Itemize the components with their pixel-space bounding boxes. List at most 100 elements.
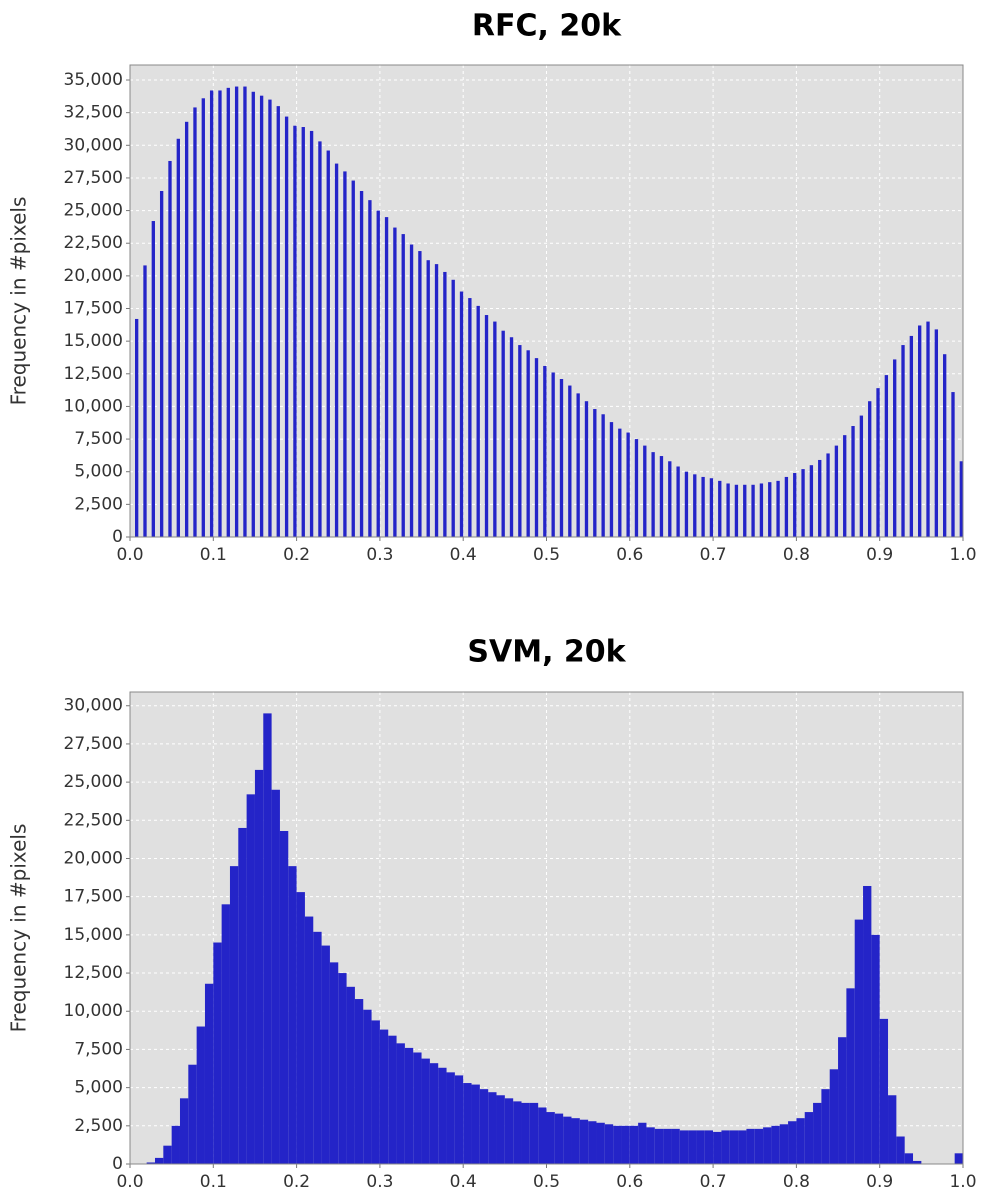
bar: [951, 392, 955, 537]
bar: [718, 480, 722, 537]
y-tick-label: 10,000: [64, 396, 123, 416]
x-tick-label: 0.4: [450, 1172, 477, 1192]
bar: [776, 480, 780, 537]
bar: [146, 1162, 155, 1164]
bar: [726, 483, 730, 537]
x-tick-label: 0.0: [116, 545, 143, 565]
bar: [879, 1018, 889, 1164]
bar: [151, 221, 155, 538]
y-tick-label: 0: [112, 1154, 123, 1174]
bar: [434, 264, 439, 537]
bar: [401, 234, 405, 538]
y-tick-label: 7,500: [74, 1039, 123, 1059]
bar: [659, 456, 664, 537]
bar: [943, 354, 947, 537]
bar: [621, 1125, 630, 1164]
x-tick-label: 0.7: [700, 1172, 727, 1192]
plot-border: [129, 64, 964, 538]
bar: [663, 1128, 672, 1164]
x-tick-label: 1.0: [949, 1172, 976, 1192]
bar: [443, 271, 447, 537]
y-tick-label: 30,000: [64, 696, 123, 716]
bar: [704, 1130, 714, 1164]
bar: [301, 127, 305, 538]
y-tick-label: 7,500: [74, 429, 123, 449]
bar: [713, 1131, 722, 1164]
chart-title: SVM, 20k: [467, 635, 626, 670]
bar: [354, 999, 364, 1164]
bar: [493, 321, 497, 537]
bar: [501, 330, 505, 537]
bar: [363, 1009, 372, 1164]
bar: [829, 1069, 839, 1164]
bar: [143, 265, 147, 537]
x-tick-label: 0.0: [116, 1172, 143, 1192]
bar: [371, 1020, 380, 1164]
bar: [204, 983, 214, 1164]
bar: [243, 86, 247, 537]
bar: [643, 445, 647, 537]
y-tick-label: 12,500: [64, 963, 123, 983]
bar: [213, 942, 222, 1164]
bar: [579, 1119, 589, 1164]
bar: [668, 461, 672, 537]
bar: [759, 483, 764, 537]
bar: [254, 769, 264, 1164]
bar: [709, 478, 714, 537]
bar: [701, 476, 705, 537]
bar: [471, 1084, 480, 1164]
bar: [818, 459, 822, 537]
bar: [418, 251, 422, 537]
x-tick-label: 0.8: [783, 545, 810, 565]
chart-title: RFC, 20k: [472, 9, 622, 44]
bar: [279, 831, 289, 1164]
bar: [396, 1043, 405, 1164]
bar: [288, 866, 297, 1164]
bar: [259, 95, 264, 538]
bar: [534, 358, 539, 537]
bar: [346, 986, 355, 1164]
bar: [238, 827, 247, 1164]
bar: [426, 260, 430, 537]
bar: [488, 1092, 497, 1164]
bar: [446, 1072, 455, 1164]
bar: [359, 190, 364, 537]
bar: [276, 106, 280, 537]
bar: [393, 227, 397, 537]
y-tick-label: 20,000: [64, 848, 123, 868]
y-tick-label: 20,000: [64, 266, 123, 286]
x-tick-label: 1.0: [949, 545, 976, 565]
bar: [343, 171, 347, 537]
y-axis-label: Frequency in #pixels: [7, 197, 31, 406]
bar: [384, 217, 389, 537]
bar: [526, 350, 530, 537]
x-tick-label: 0.9: [866, 1172, 893, 1192]
y-axis-label: Frequency in #pixels: [7, 824, 31, 1033]
bar: [888, 1095, 897, 1164]
bar: [521, 1102, 530, 1164]
bar: [388, 1035, 397, 1164]
bar: [584, 401, 589, 537]
y-tick-label: 2,500: [74, 1116, 123, 1136]
bar: [618, 428, 622, 537]
bar: [601, 414, 605, 537]
bar: [909, 335, 914, 537]
bar: [738, 1130, 747, 1164]
bar: [588, 1121, 597, 1164]
bar: [321, 945, 330, 1164]
bar: [476, 305, 480, 537]
bar: [513, 1101, 522, 1164]
y-tick-label: 32,500: [64, 103, 123, 123]
bar: [576, 393, 580, 537]
bar: [313, 931, 322, 1164]
bar: [863, 885, 872, 1164]
y-tick-label: 22,500: [64, 233, 123, 253]
bar: [571, 1118, 580, 1164]
bar: [176, 138, 180, 538]
bar: [326, 150, 330, 538]
bar: [638, 1122, 647, 1164]
bar: [826, 453, 830, 537]
bar: [876, 388, 880, 537]
bar: [376, 210, 380, 538]
bar: [251, 91, 255, 538]
